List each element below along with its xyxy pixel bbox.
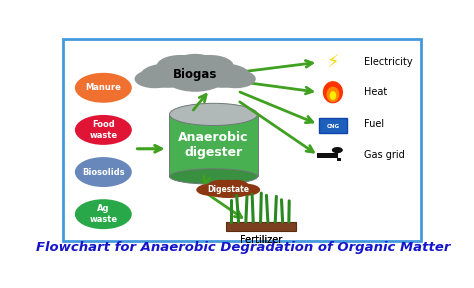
Ellipse shape — [332, 147, 343, 153]
Ellipse shape — [140, 63, 195, 88]
Ellipse shape — [135, 70, 175, 88]
FancyBboxPatch shape — [337, 158, 341, 161]
Ellipse shape — [75, 157, 132, 187]
Ellipse shape — [223, 180, 248, 191]
FancyBboxPatch shape — [227, 222, 296, 231]
Text: Fuel: Fuel — [364, 119, 384, 129]
FancyBboxPatch shape — [318, 153, 337, 158]
Ellipse shape — [170, 103, 258, 126]
Ellipse shape — [173, 54, 217, 75]
Ellipse shape — [156, 55, 204, 77]
Text: Fertilizer: Fertilizer — [240, 235, 283, 245]
Text: Electricity: Electricity — [364, 57, 413, 67]
Ellipse shape — [75, 199, 132, 229]
Text: Heat: Heat — [364, 87, 387, 97]
Ellipse shape — [75, 115, 132, 145]
Text: Anaerobic
digester: Anaerobic digester — [178, 131, 249, 160]
FancyBboxPatch shape — [319, 118, 347, 133]
Ellipse shape — [164, 62, 227, 92]
Text: Ag
waste: Ag waste — [89, 204, 118, 224]
Ellipse shape — [170, 169, 258, 184]
Text: Gas grid: Gas grid — [364, 150, 405, 160]
Ellipse shape — [75, 73, 132, 103]
Ellipse shape — [217, 180, 240, 190]
Ellipse shape — [186, 55, 234, 77]
Ellipse shape — [195, 63, 250, 88]
Ellipse shape — [196, 183, 227, 196]
Ellipse shape — [208, 180, 234, 191]
Text: ⚡: ⚡ — [327, 53, 339, 71]
Text: Digestate: Digestate — [207, 185, 249, 194]
Ellipse shape — [215, 70, 256, 88]
FancyBboxPatch shape — [63, 39, 421, 241]
Ellipse shape — [229, 183, 260, 196]
Ellipse shape — [329, 91, 336, 100]
Text: Biogas: Biogas — [173, 68, 218, 81]
Ellipse shape — [204, 184, 252, 198]
Text: CNG: CNG — [327, 124, 339, 129]
Text: Flowchart for Anaerobic Degradation of Organic Matter: Flowchart for Anaerobic Degradation of O… — [36, 240, 450, 253]
Text: Biosolids: Biosolids — [82, 168, 125, 177]
Text: Food
waste: Food waste — [89, 120, 118, 140]
Ellipse shape — [323, 81, 343, 103]
Ellipse shape — [327, 87, 339, 102]
Text: Manure: Manure — [85, 83, 121, 92]
FancyBboxPatch shape — [169, 114, 258, 177]
Text: Fertilizer: Fertilizer — [240, 235, 283, 245]
